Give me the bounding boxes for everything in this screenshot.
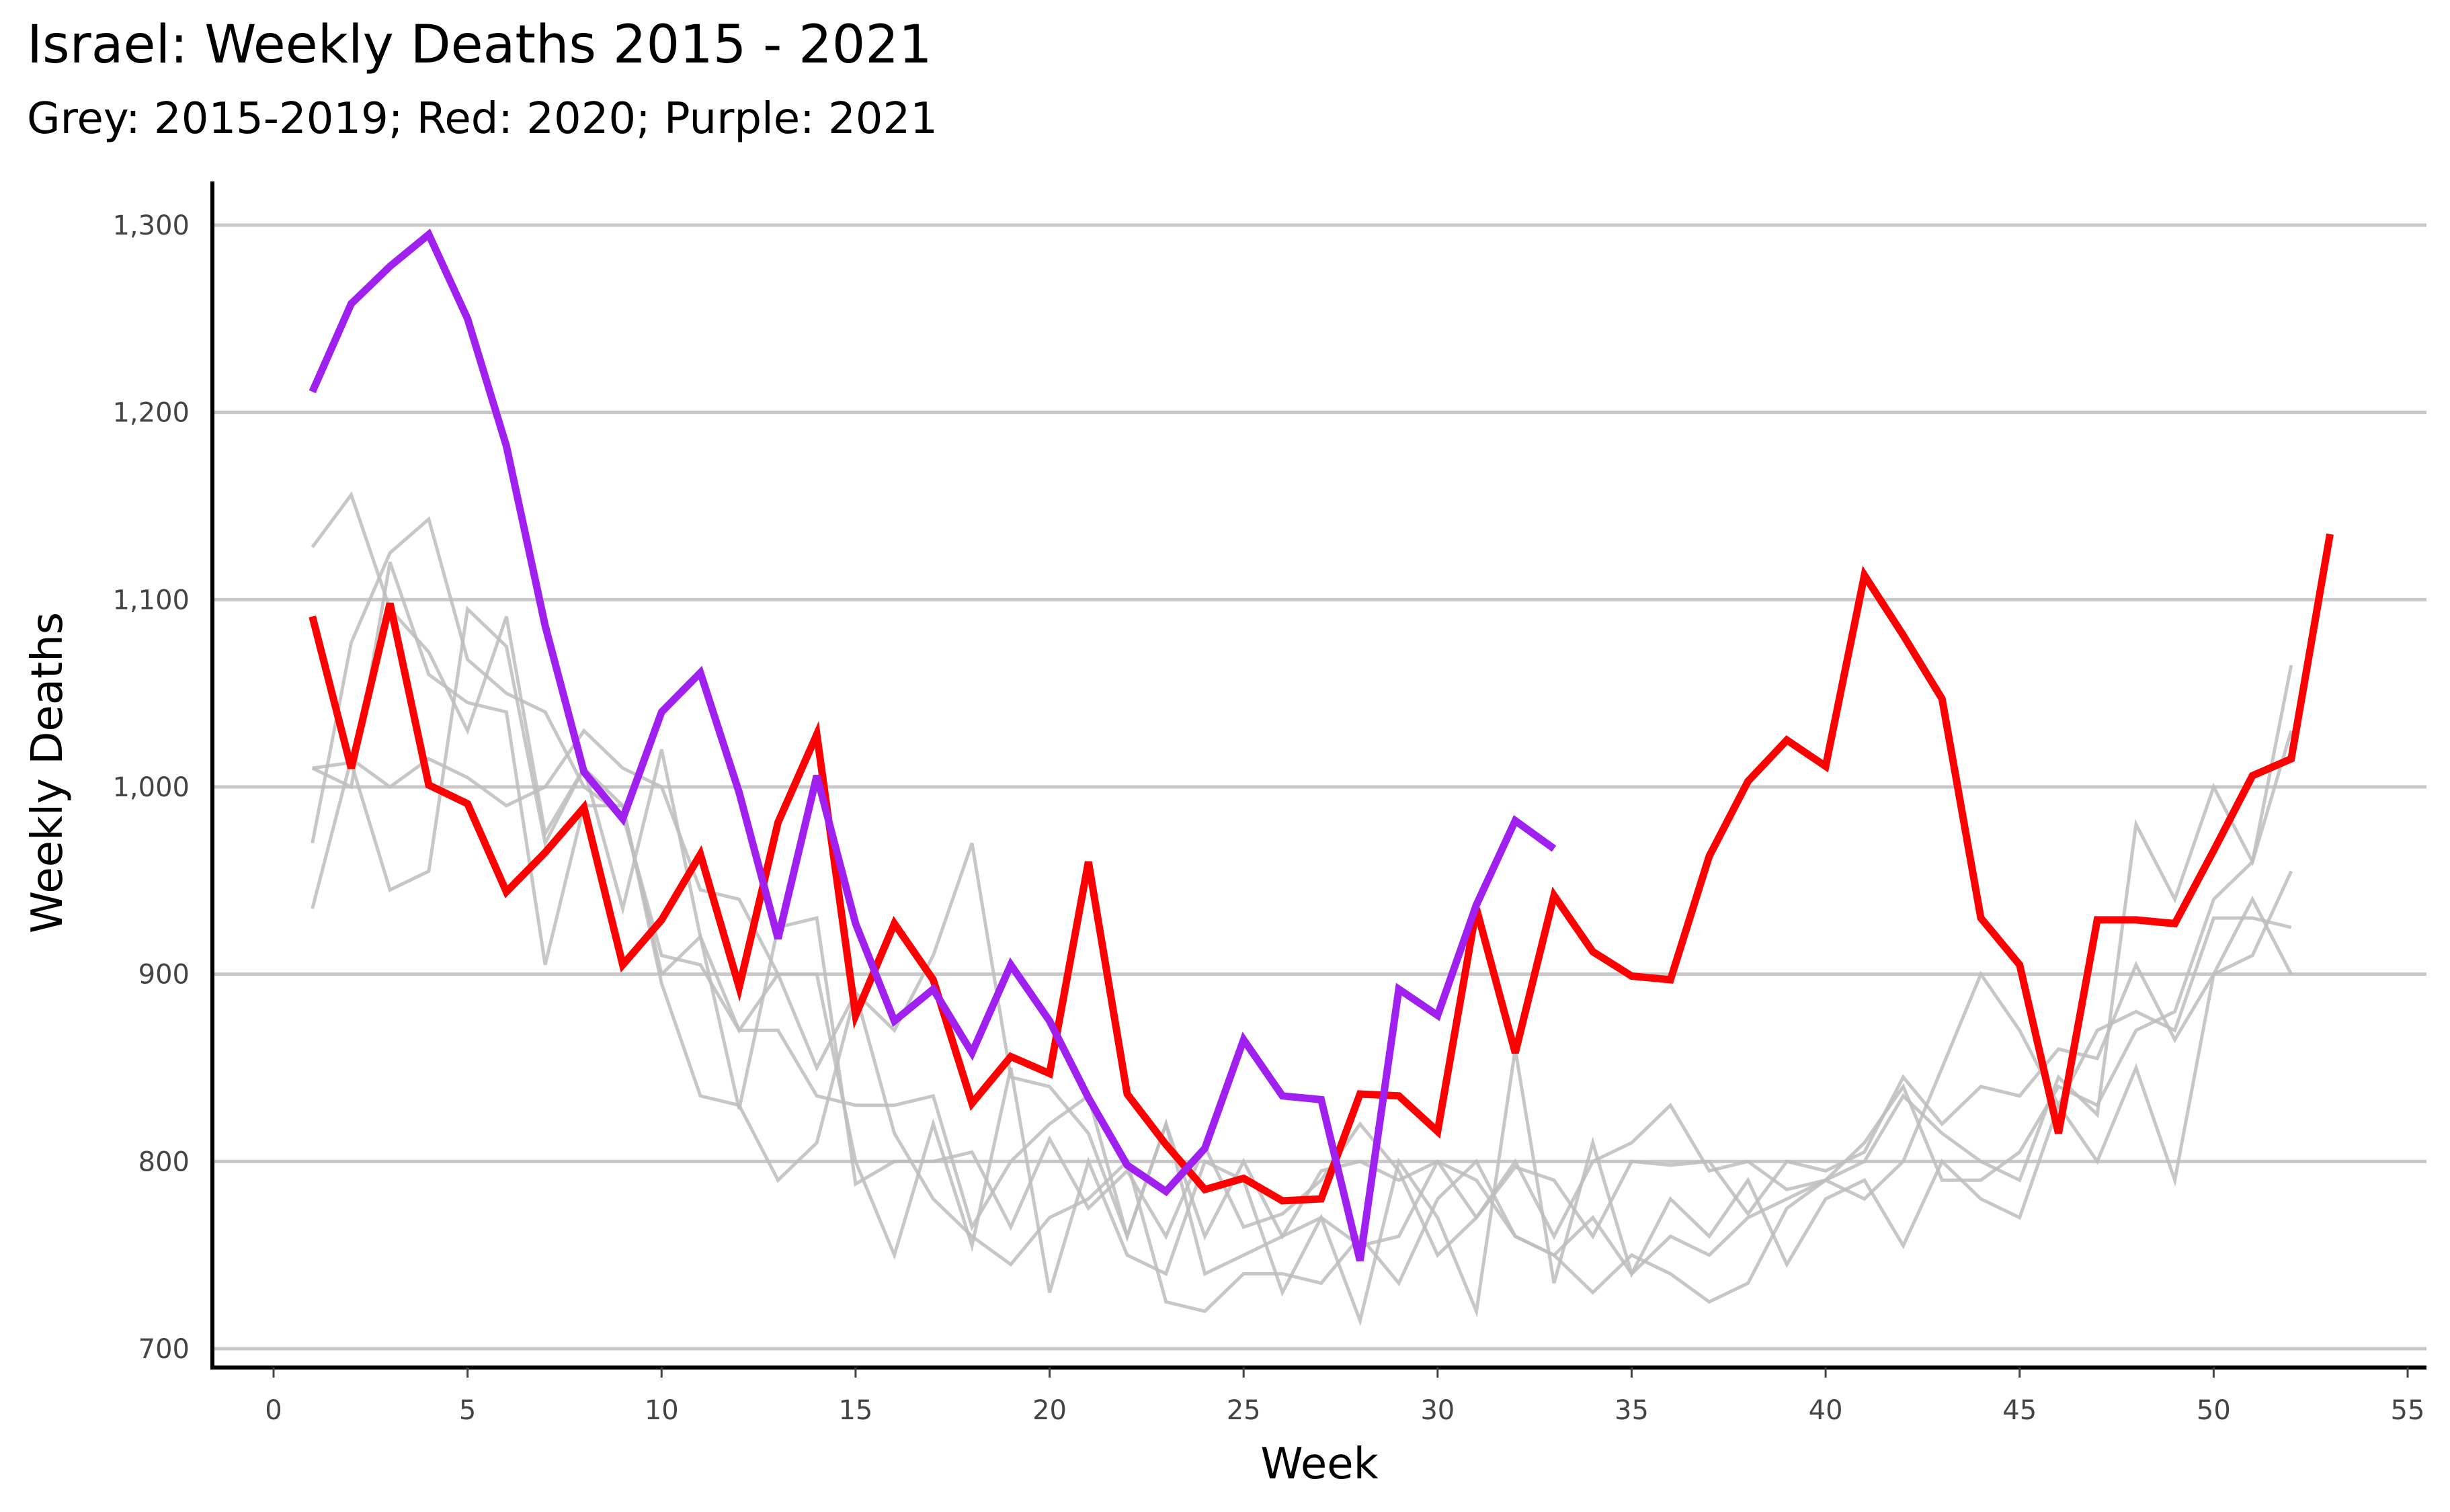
x-tick-label: 35 (1615, 1395, 1649, 1426)
y-tick-label: 900 (138, 960, 190, 991)
x-tick-label: 10 (645, 1395, 679, 1426)
y-tick-label: 1,100 (112, 585, 190, 616)
x-tick-label: 5 (459, 1395, 476, 1426)
y-tick-labels: 700 800 900 1,000 1,100 1,200 1,300 (112, 210, 190, 1365)
x-tick-label: 45 (2002, 1395, 2037, 1426)
y-tick-label: 1,200 (112, 398, 190, 429)
y-axis-title: Weekly Deaths (23, 612, 73, 933)
x-tick-label: 50 (2197, 1395, 2231, 1426)
x-tick-label: 40 (1809, 1395, 1843, 1426)
series-line-grey (311, 561, 2293, 1327)
x-axis-title: Week (1260, 1439, 1378, 1489)
y-tick-label: 800 (138, 1146, 190, 1177)
x-tick-label: 20 (1032, 1395, 1067, 1426)
chart-title: Israel: Weekly Deaths 2015 - 2021 (27, 15, 932, 75)
series-line-2020 (309, 533, 2334, 1205)
chart-subtitle: Grey: 2015-2019; Red: 2020; Purple: 2021 (27, 94, 938, 144)
x-tick-label: 15 (838, 1395, 872, 1426)
axes (210, 181, 2426, 1370)
x-tick-label: 0 (265, 1395, 282, 1426)
y-tick-label: 700 (138, 1334, 190, 1365)
series-line-grey (311, 728, 2292, 1242)
x-tick-label: 30 (1420, 1395, 1455, 1426)
y-tick-label: 1,000 (112, 772, 190, 803)
series-line-2021 (309, 228, 1557, 1262)
x-tick-label: 25 (1227, 1395, 1261, 1426)
highlight-series-group (309, 228, 2334, 1262)
x-tick-labels: 0 5 10 15 20 25 30 35 40 45 50 55 (265, 1368, 2424, 1426)
y-tick-label: 1,300 (112, 210, 190, 241)
gridlines (212, 223, 2426, 1351)
x-tick-label: 55 (2391, 1395, 2425, 1426)
